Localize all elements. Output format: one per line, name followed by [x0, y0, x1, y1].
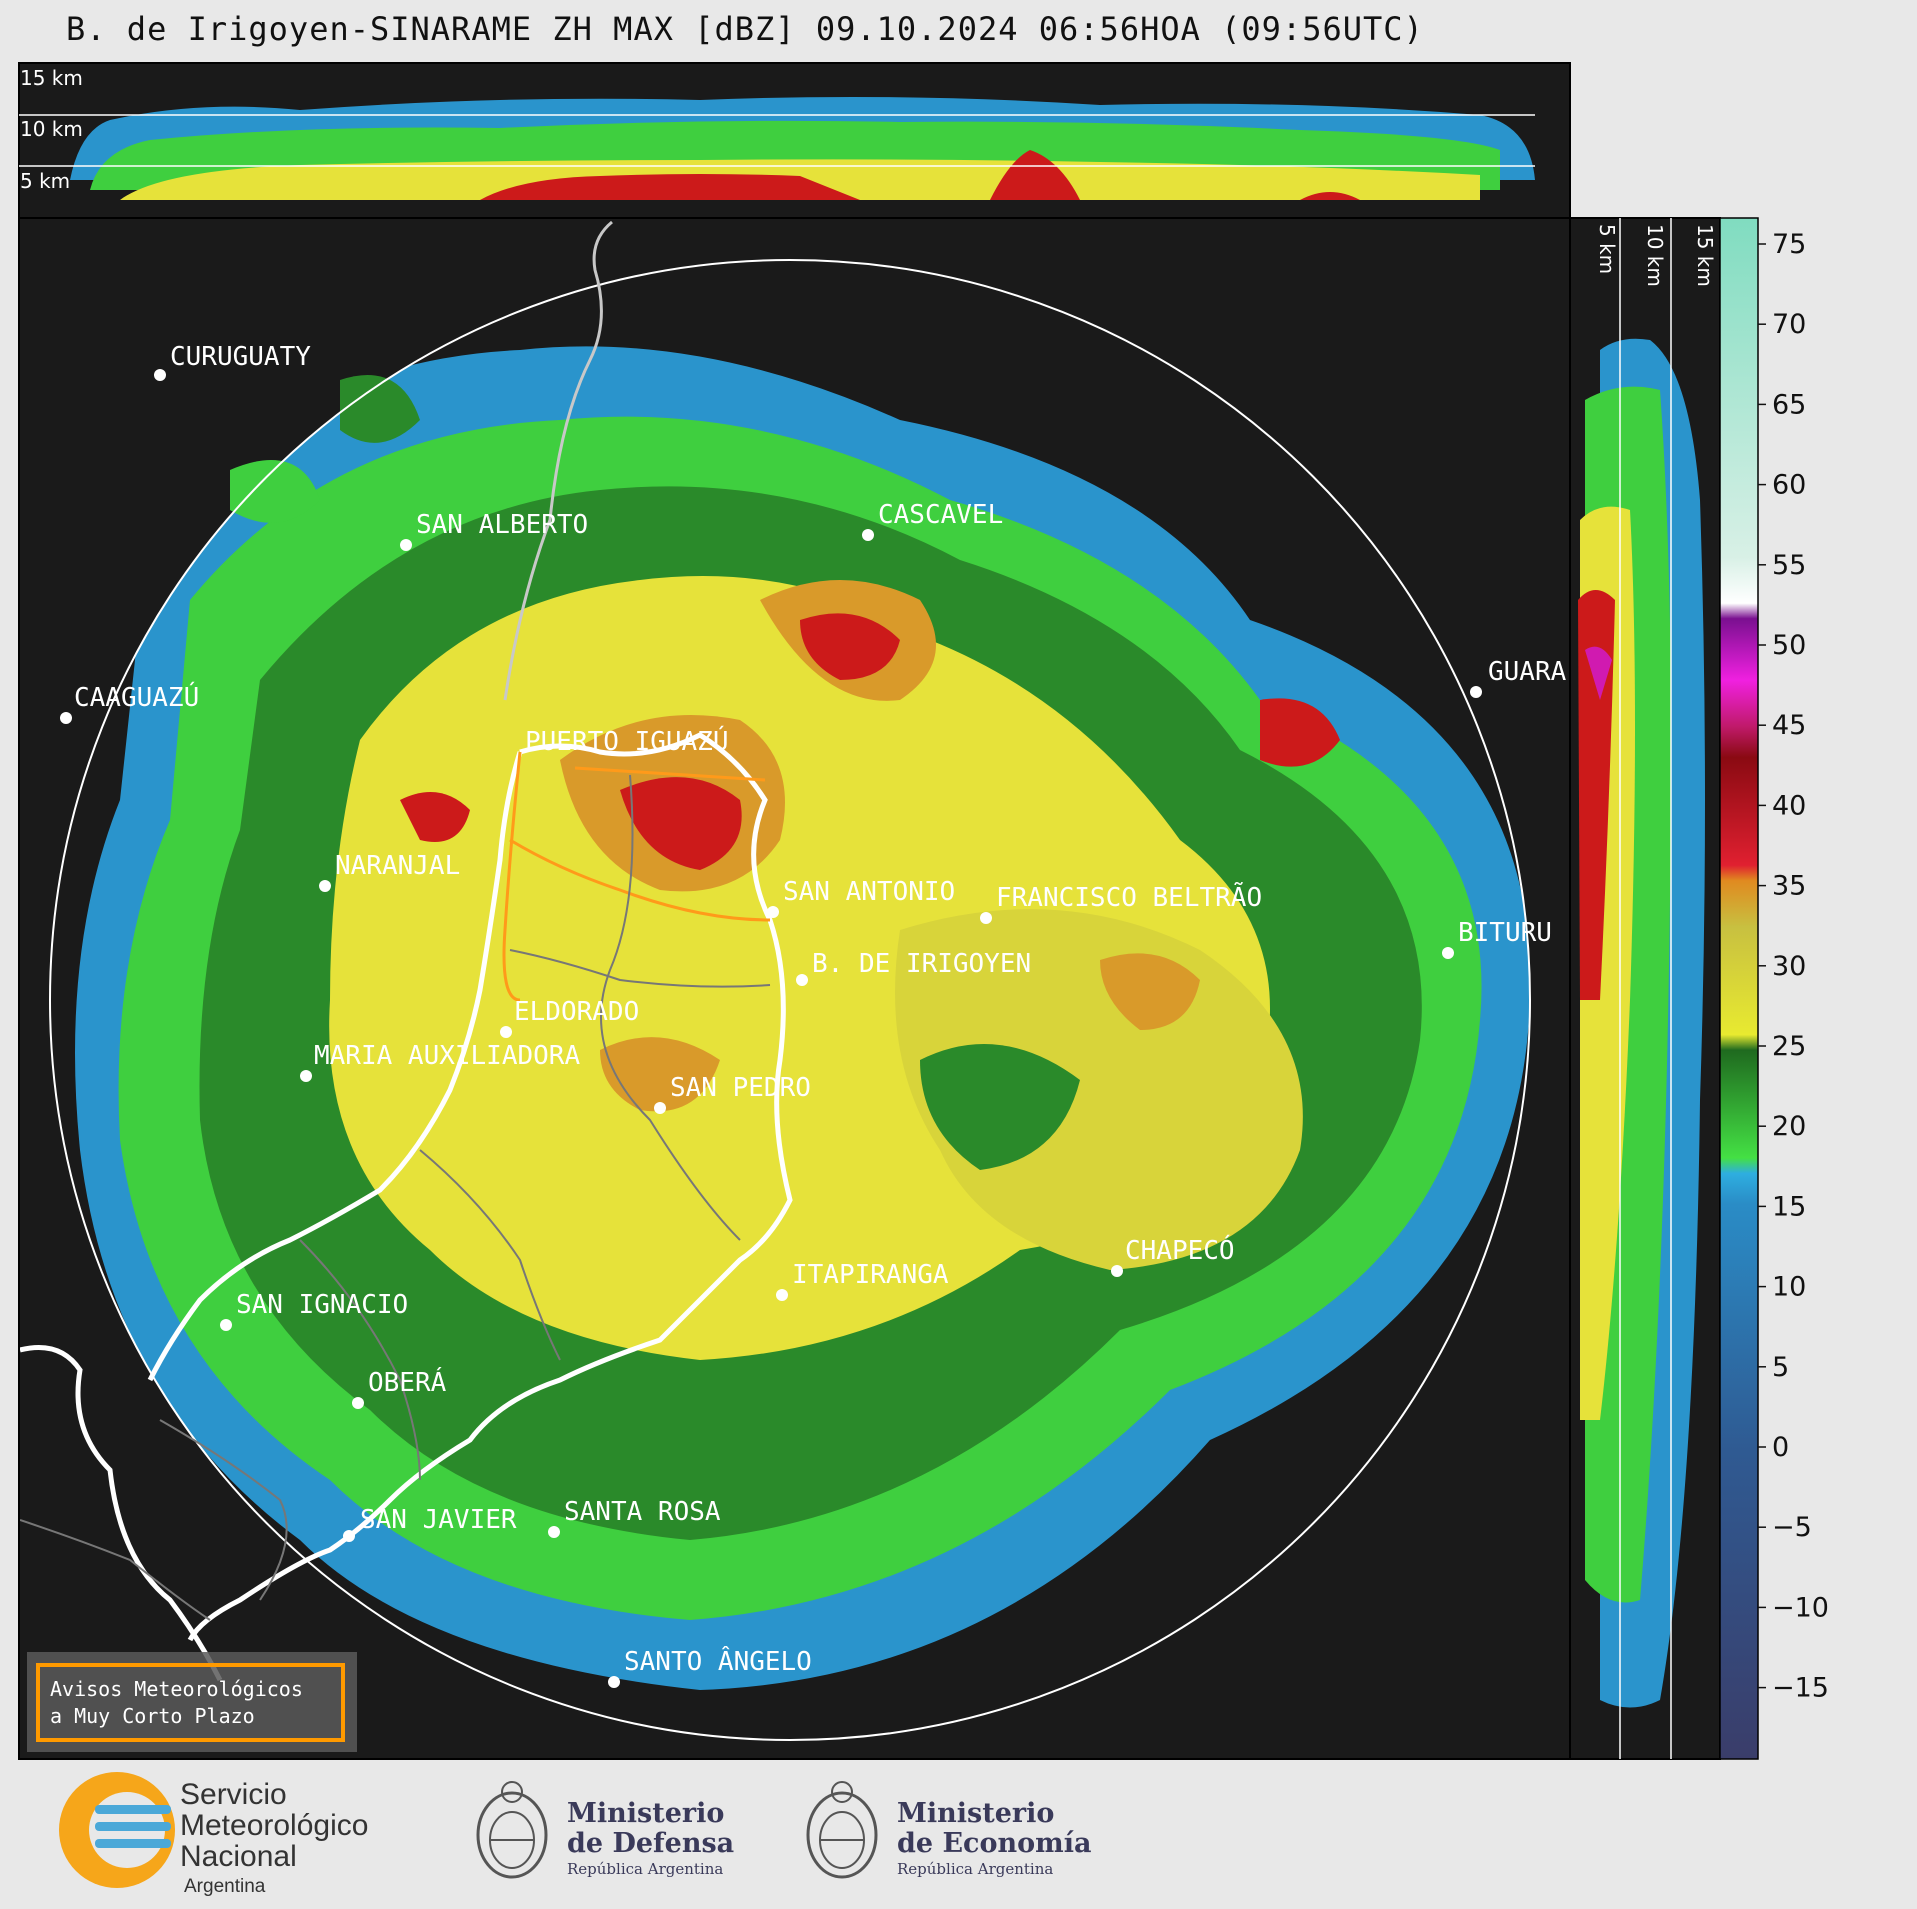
- city-markers: [60, 369, 1482, 1688]
- colorbar-tick-label: 15: [1772, 1191, 1806, 1222]
- ministerio-defensa-logo: Ministerio de Defensa República Argentin…: [476, 1781, 734, 1879]
- svg-text:República Argentina: República Argentina: [897, 1860, 1053, 1878]
- colorbar-tick-label: 35: [1772, 871, 1806, 902]
- warning-line-1: Avisos Meteorológicos: [50, 1677, 303, 1701]
- side-profile-label: 15 km: [1693, 224, 1717, 287]
- city-label: BITURU: [1458, 918, 1552, 948]
- colorbar-tick-label: −10: [1772, 1592, 1829, 1623]
- svg-text:de Defensa: de Defensa: [567, 1828, 734, 1859]
- city-label: ITAPIRANGA: [792, 1260, 949, 1290]
- warning-box[interactable]: Avisos Meteorológicos a Muy Corto Plazo: [27, 1652, 357, 1752]
- colorbar-tick-label: −5: [1772, 1512, 1812, 1543]
- colorbar: [1719, 217, 1759, 1760]
- side-profile-label: 5 km: [1595, 224, 1619, 274]
- city-label: SANTO ÂNGELO: [624, 1645, 812, 1677]
- city-label: NARANJAL: [335, 851, 460, 881]
- top-profile-label: 10 km: [20, 117, 83, 141]
- city-label: CASCAVEL: [878, 500, 1003, 530]
- side-profile-label: 10 km: [1643, 224, 1667, 287]
- svg-text:Ministerio: Ministerio: [897, 1798, 1054, 1829]
- city-label: FRANCISCO BELTRÃO: [996, 881, 1262, 913]
- city-label: PUERTO IGUAZÚ: [525, 725, 729, 757]
- map-title: B. de Irigoyen-SINARAME ZH MAX [dBZ] 09.…: [66, 10, 1424, 48]
- city-label: SAN ALBERTO: [416, 510, 588, 540]
- colorbar-tick-label: 45: [1772, 710, 1806, 741]
- side-profile-echo: [1578, 338, 1705, 1708]
- warning-line-2: a Muy Corto Plazo: [50, 1704, 255, 1728]
- svg-text:de Economía: de Economía: [897, 1828, 1091, 1859]
- city-label: SAN IGNACIO: [236, 1290, 408, 1320]
- city-label: SANTA ROSA: [564, 1497, 721, 1527]
- colorbar-tick-label: 50: [1772, 630, 1806, 661]
- colorbar-tick-label: 30: [1772, 951, 1806, 982]
- colorbar-tick-label: 65: [1772, 389, 1806, 420]
- city-label: MARIA AUXILIADORA: [314, 1041, 580, 1071]
- top-profile-echo: [70, 96, 1535, 200]
- city-label: GUARA: [1488, 657, 1567, 687]
- svg-text:Argentina: Argentina: [184, 1876, 266, 1897]
- city-label: SAN JAVIER: [360, 1505, 517, 1535]
- city-label: OBERÁ: [368, 1366, 447, 1398]
- city-label: B. DE IRIGOYEN: [812, 949, 1031, 979]
- colorbar-tick-label: 40: [1772, 790, 1806, 821]
- colorbar-tick-label: 55: [1772, 550, 1806, 581]
- colorbar-tick-label: 75: [1772, 229, 1806, 260]
- city-label: CURUGUATY: [170, 342, 311, 372]
- svg-text:Servicio: Servicio: [180, 1778, 287, 1811]
- reflectivity-field: [75, 346, 1530, 1690]
- city-label: SAN PEDRO: [670, 1073, 811, 1103]
- boundaries: [20, 220, 793, 1682]
- colorbar-tick-label: 0: [1772, 1432, 1789, 1463]
- colorbar-tick-label: 25: [1772, 1031, 1806, 1062]
- colorbar-tick-label: 60: [1772, 470, 1806, 501]
- colorbar-tick-label: 20: [1772, 1111, 1806, 1142]
- city-label: CAAGUAZÚ: [74, 681, 199, 713]
- ministerio-economia-logo: Ministerio de Economía República Argenti…: [806, 1781, 1091, 1879]
- svg-text:República Argentina: República Argentina: [567, 1860, 723, 1878]
- top-profile-label: 15 km: [20, 66, 83, 90]
- colorbar-tick-label: 5: [1772, 1352, 1789, 1383]
- svg-text:Nacional: Nacional: [180, 1840, 297, 1873]
- colorbar-tick-label: −15: [1772, 1673, 1829, 1704]
- colorbar-tick-label: 70: [1772, 309, 1806, 340]
- svg-text:Meteorológico: Meteorológico: [180, 1809, 368, 1842]
- svg-text:Ministerio: Ministerio: [567, 1798, 724, 1829]
- colorbar-tick-label: 10: [1772, 1272, 1806, 1303]
- city-labels: CURUGUATY SAN ALBERTO CASCAVEL CAAGUAZÚ …: [74, 342, 1567, 1677]
- city-label: SAN ANTONIO: [783, 877, 955, 907]
- smn-logo: Servicio Meteorológico Nacional Argentin…: [59, 1772, 368, 1897]
- city-label: CHAPECÓ: [1125, 1234, 1235, 1266]
- range-ring: [49, 259, 1531, 1741]
- top-profile-label: 5 km: [20, 169, 70, 193]
- city-label: ELDORADO: [514, 997, 639, 1027]
